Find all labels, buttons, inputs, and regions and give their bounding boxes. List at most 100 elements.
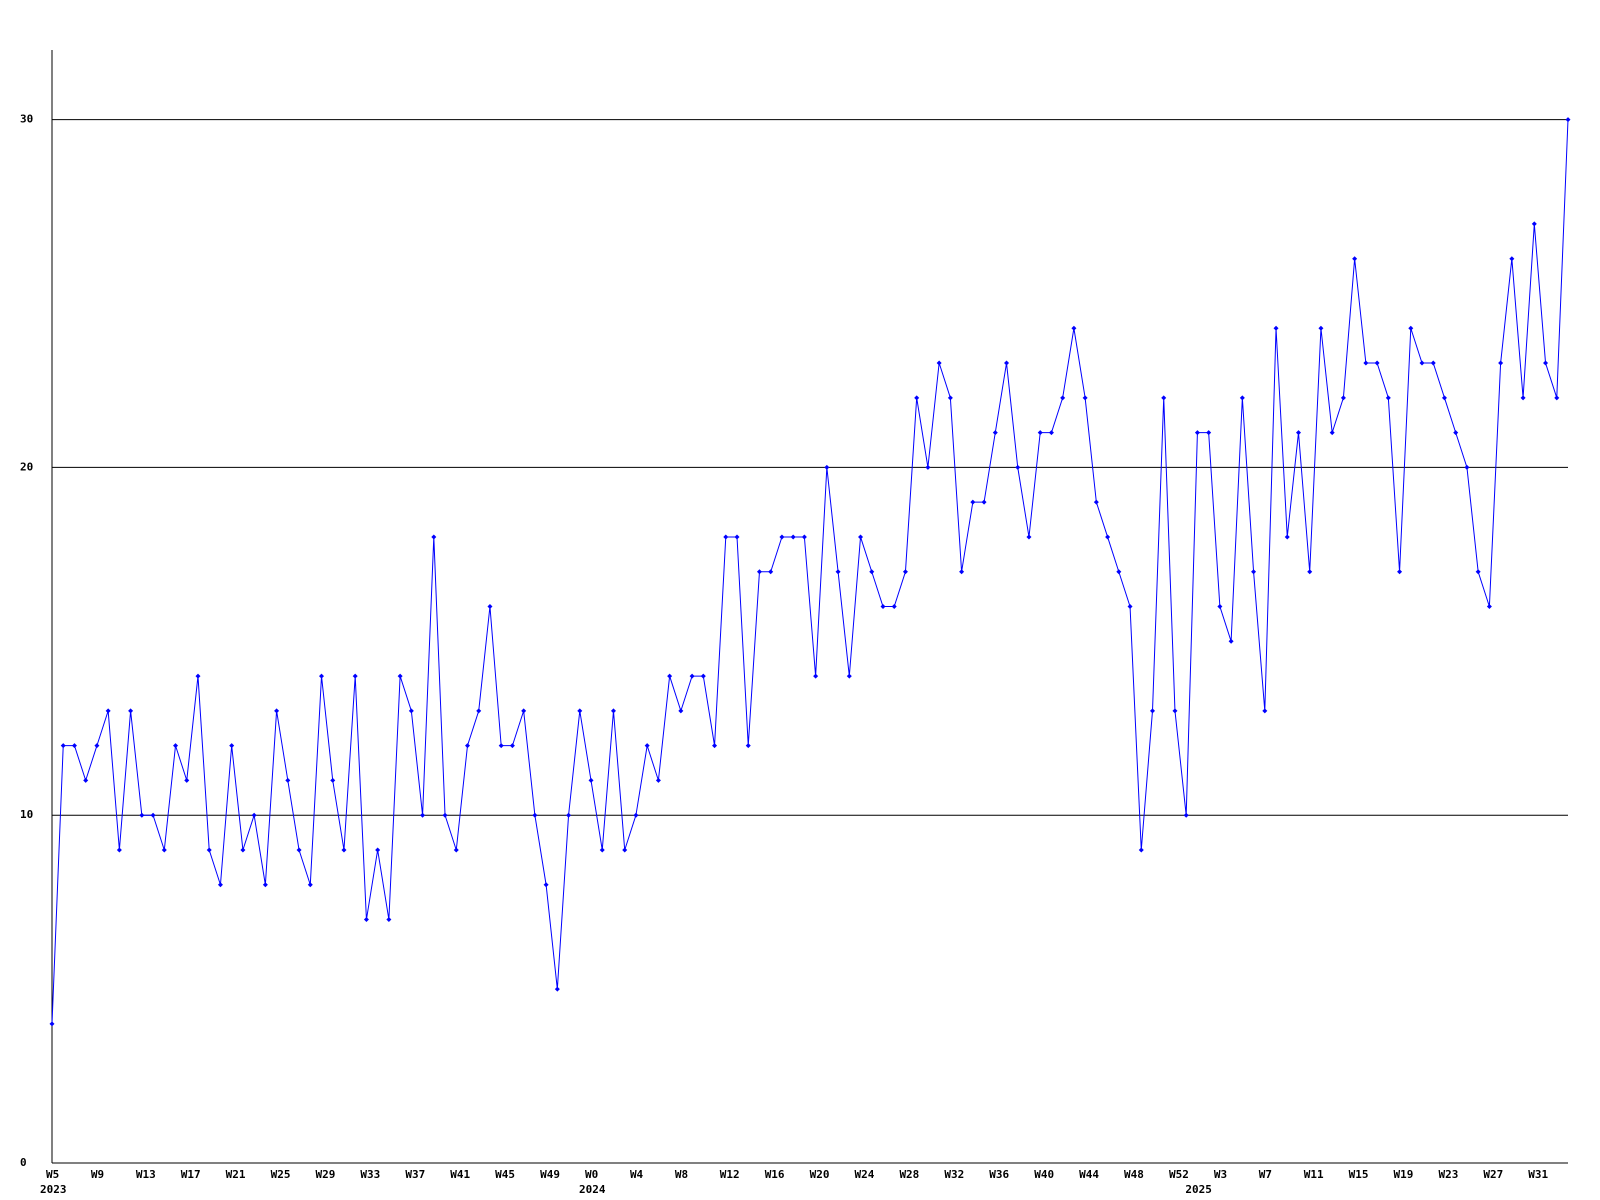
point-marker bbox=[1464, 464, 1470, 470]
point-marker bbox=[756, 569, 762, 575]
x-tick-label: W40 bbox=[1034, 1168, 1054, 1181]
point-marker bbox=[1397, 569, 1403, 575]
point-marker bbox=[644, 743, 650, 749]
point-marker bbox=[599, 847, 605, 853]
point-marker bbox=[363, 917, 369, 923]
x-tick-label: W4 bbox=[630, 1168, 644, 1181]
y-tick-label: 30 bbox=[20, 113, 33, 126]
point-marker bbox=[464, 743, 470, 749]
point-marker bbox=[790, 534, 796, 540]
point-marker bbox=[1004, 360, 1010, 366]
point-marker bbox=[217, 882, 223, 888]
point-marker bbox=[330, 777, 336, 783]
point-marker bbox=[1217, 604, 1223, 609]
point-marker bbox=[1352, 256, 1358, 262]
series-line bbox=[51, 119, 1569, 1024]
point-marker bbox=[1150, 708, 1156, 714]
point-marker bbox=[622, 847, 628, 853]
point-marker bbox=[498, 743, 504, 749]
point-marker bbox=[801, 534, 807, 540]
point-marker bbox=[251, 812, 257, 818]
point-marker bbox=[891, 604, 897, 609]
point-marker bbox=[1565, 117, 1571, 123]
point-marker bbox=[880, 604, 886, 609]
point-marker bbox=[487, 604, 493, 609]
point-marker bbox=[655, 777, 661, 783]
point-marker bbox=[206, 847, 212, 853]
point-marker bbox=[184, 777, 190, 783]
x-tick-label: W48 bbox=[1124, 1168, 1144, 1181]
point-marker bbox=[173, 743, 179, 749]
point-marker bbox=[1127, 604, 1133, 609]
x-tick-label: W8 bbox=[675, 1168, 688, 1181]
x-tick-label: W21 bbox=[226, 1168, 246, 1181]
point-marker bbox=[262, 882, 268, 888]
x-tick-label: W16 bbox=[765, 1168, 785, 1181]
point-marker bbox=[835, 569, 841, 575]
point-marker bbox=[1161, 395, 1167, 401]
point-marker bbox=[105, 708, 111, 714]
point-marker bbox=[959, 569, 965, 575]
point-marker bbox=[1251, 569, 1257, 575]
point-marker bbox=[678, 708, 684, 714]
point-marker bbox=[1374, 360, 1380, 366]
point-marker bbox=[139, 812, 145, 818]
point-marker bbox=[420, 812, 426, 818]
point-marker bbox=[1419, 360, 1425, 366]
point-marker bbox=[83, 777, 89, 783]
x-tick-label: W3 bbox=[1214, 1168, 1227, 1181]
x-tick-label: W7 bbox=[1259, 1168, 1272, 1181]
x-tick-label: W11 bbox=[1304, 1168, 1324, 1181]
point-marker bbox=[723, 534, 729, 540]
point-marker bbox=[150, 812, 156, 818]
point-marker bbox=[947, 395, 953, 401]
x-year-label: 2025 bbox=[1185, 1183, 1212, 1196]
point-marker bbox=[285, 777, 291, 783]
point-marker bbox=[1385, 395, 1391, 401]
point-marker bbox=[1318, 325, 1324, 331]
point-marker bbox=[1082, 395, 1088, 401]
x-tick-label: W25 bbox=[271, 1168, 291, 1181]
point-marker bbox=[1239, 395, 1245, 401]
point-marker bbox=[1543, 360, 1549, 366]
point-marker bbox=[532, 812, 538, 818]
y-tick-label: 0 bbox=[20, 1156, 27, 1169]
x-tick-label: W28 bbox=[899, 1168, 919, 1181]
x-tick-label: W0 bbox=[585, 1168, 598, 1181]
point-marker bbox=[588, 777, 594, 783]
point-marker bbox=[1194, 430, 1200, 436]
x-tick-label: W19 bbox=[1394, 1168, 1414, 1181]
point-marker bbox=[1183, 812, 1189, 818]
point-marker bbox=[1206, 430, 1212, 436]
x-tick-label: W20 bbox=[810, 1168, 830, 1181]
point-marker bbox=[689, 673, 695, 679]
point-marker bbox=[442, 812, 448, 818]
point-marker bbox=[1093, 499, 1099, 505]
point-marker bbox=[813, 673, 819, 679]
point-marker bbox=[94, 743, 100, 749]
point-marker bbox=[341, 847, 347, 853]
x-tick-label: W52 bbox=[1169, 1168, 1189, 1181]
point-marker bbox=[274, 708, 280, 714]
point-marker bbox=[296, 847, 302, 853]
point-marker bbox=[543, 882, 549, 888]
point-marker bbox=[161, 847, 167, 853]
point-marker bbox=[1037, 430, 1043, 436]
point-marker bbox=[1262, 708, 1268, 714]
x-tick-label: W44 bbox=[1079, 1168, 1099, 1181]
point-marker bbox=[1048, 430, 1054, 436]
point-marker bbox=[1475, 569, 1481, 575]
x-tick-label: W36 bbox=[989, 1168, 1009, 1181]
point-marker bbox=[1015, 464, 1021, 470]
point-marker bbox=[745, 743, 751, 749]
point-marker bbox=[936, 360, 942, 366]
point-marker bbox=[1408, 325, 1414, 331]
point-marker bbox=[476, 708, 482, 714]
x-tick-label: W24 bbox=[855, 1168, 875, 1181]
point-marker bbox=[195, 673, 201, 679]
point-marker bbox=[240, 847, 246, 853]
point-marker bbox=[1071, 325, 1077, 331]
point-marker bbox=[60, 743, 66, 749]
x-tick-label: W5 bbox=[46, 1168, 59, 1181]
point-marker bbox=[1498, 360, 1504, 366]
